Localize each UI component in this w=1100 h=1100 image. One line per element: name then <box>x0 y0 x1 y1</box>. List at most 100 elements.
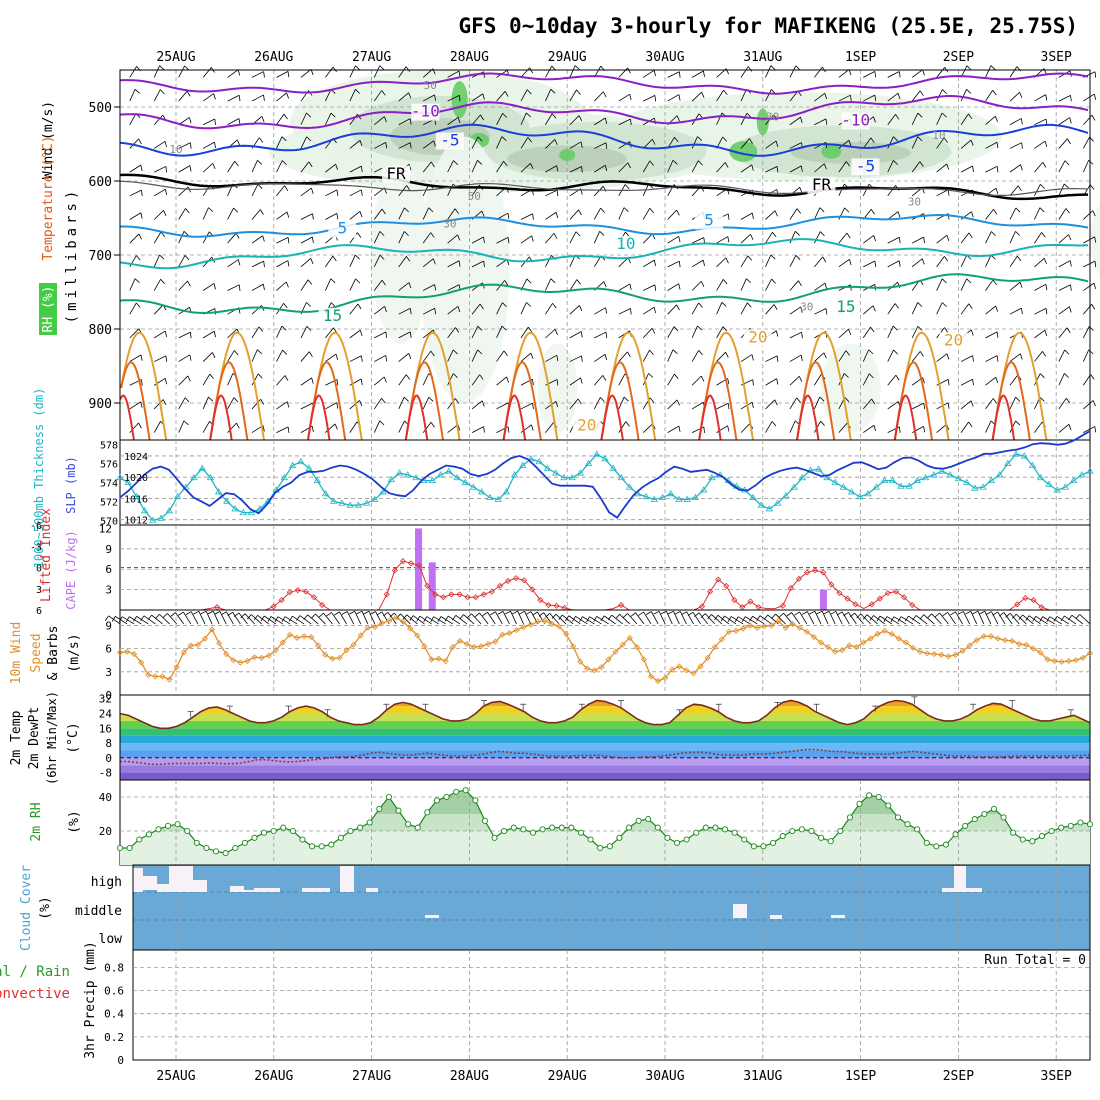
top-date-label: 2SEP <box>943 50 974 65</box>
wind-speed-point <box>378 620 386 627</box>
rh-point <box>721 826 729 833</box>
surface-wind-barb <box>538 612 553 625</box>
contour-label: FR <box>386 164 406 183</box>
upper-wind-barb <box>153 89 165 102</box>
rh-point <box>395 807 402 814</box>
lifted-index-tick-label: 6 <box>36 606 42 617</box>
precip-tick-label: 0 <box>117 1054 124 1067</box>
wind-speed-point <box>1037 649 1044 656</box>
cape-axis-label: CAPE (J/kg) <box>64 530 78 609</box>
surface-wind-barb <box>505 610 517 625</box>
lifted-index-axis-label: Lifted Index <box>39 508 54 602</box>
surface-wind-barb <box>437 616 453 625</box>
upper-wind-barb <box>349 165 363 173</box>
thickness-point <box>946 471 954 478</box>
thickness-point <box>913 476 922 484</box>
thickness-point <box>305 464 313 471</box>
upper-wind-barb <box>691 280 705 291</box>
surface-wind-barb <box>830 611 843 625</box>
bottom-date-label: 1SEP <box>845 1069 876 1084</box>
upper-wind-barb <box>765 304 778 315</box>
rh-point <box>174 821 181 828</box>
upper-wind-barb <box>520 213 534 220</box>
thickness-point <box>436 471 445 478</box>
temperature-axis-label: Temperature (°C) <box>41 135 56 260</box>
upper-wind-barb <box>643 284 657 291</box>
surface-wind-barb <box>622 613 638 625</box>
upper-wind-barb <box>789 306 803 315</box>
rh-point <box>251 834 258 841</box>
rh-shading-area <box>820 343 881 433</box>
rh-point <box>232 844 239 852</box>
thickness-point <box>354 501 363 508</box>
upper-wind-barb <box>373 279 386 291</box>
wind-speed-point <box>315 642 322 649</box>
upper-wind-barb <box>594 142 608 149</box>
thickness-point <box>864 490 872 497</box>
upper-wind-barb <box>765 231 777 244</box>
upper-wind-barb <box>569 141 583 149</box>
contour-30 <box>600 394 624 441</box>
surface-wind-barb <box>579 616 595 625</box>
thickness-point <box>1053 486 1061 493</box>
wind-speed-point <box>428 656 435 663</box>
thickness-point <box>642 492 650 500</box>
surface-wind-barb <box>572 615 588 625</box>
wind-speed-point <box>173 664 180 671</box>
wind-speed-point <box>973 637 980 644</box>
upper-wind-barb <box>789 65 801 78</box>
temperature-band <box>120 700 1090 707</box>
thickness-point <box>371 495 379 502</box>
cape-tick-label: 6 <box>105 563 112 576</box>
contour-label: -10 <box>841 111 870 130</box>
cloud-clear-gap <box>230 886 244 892</box>
upper-wind-barb <box>153 210 167 220</box>
rh-point <box>510 824 517 831</box>
upper-wind-barb <box>740 138 753 149</box>
upper-wind-barb <box>251 260 265 268</box>
thickness-point <box>880 476 889 484</box>
upper-wind-barb <box>618 162 631 173</box>
surface-wind-barb <box>869 615 885 625</box>
surface-wind-barb <box>1046 616 1062 625</box>
upper-wind-barb <box>716 326 728 339</box>
upper-wind-barb <box>398 92 412 102</box>
rh-point <box>606 843 613 850</box>
upper-wind-barb <box>887 136 898 149</box>
rh-point <box>952 831 959 838</box>
cloud-clear-gap <box>133 868 143 892</box>
wind-speed-point <box>301 633 308 640</box>
upper-wind-barb <box>1058 284 1072 291</box>
upper-wind-barb <box>520 235 534 244</box>
thickness-point <box>790 483 798 490</box>
rh-point <box>164 822 172 829</box>
contour-25 <box>209 361 249 441</box>
upper-wind-barb <box>740 66 753 78</box>
top-date-labels: 25AUG 26AUG 27AUG 28AUG 29AUG 30AUG 31AUG 1SEP 2… <box>156 50 1072 65</box>
upper-wind-barb <box>936 353 950 362</box>
lifted-index-point <box>553 602 560 609</box>
upper-wind-barb <box>887 374 900 386</box>
lifted-index-point <box>1014 601 1021 608</box>
upper-wind-barb <box>569 377 583 386</box>
upper-wind-barb <box>447 94 461 102</box>
pressure-tick-label: 700 <box>89 249 112 264</box>
upper-wind-barb <box>1083 282 1097 291</box>
wind-speed-point <box>902 639 909 646</box>
contour-label: 15 <box>323 306 342 325</box>
upper-wind-barb <box>520 302 532 315</box>
slp-tick-label: 1024 <box>124 452 148 463</box>
thickness-point <box>683 495 691 502</box>
upper-wind-barb <box>520 402 534 410</box>
upper-wind-barb <box>691 91 705 102</box>
upper-wind-barb <box>154 166 168 173</box>
thickness-point <box>930 471 938 478</box>
lifted-index-point <box>294 587 301 594</box>
upper-wind-barb <box>716 236 730 244</box>
wind-speed-point <box>775 617 782 624</box>
cloud-clear-gap <box>169 866 193 892</box>
upper-wind-barb <box>496 325 507 339</box>
upper-wind-barb <box>129 278 140 291</box>
surface-wind-barb <box>749 615 765 625</box>
